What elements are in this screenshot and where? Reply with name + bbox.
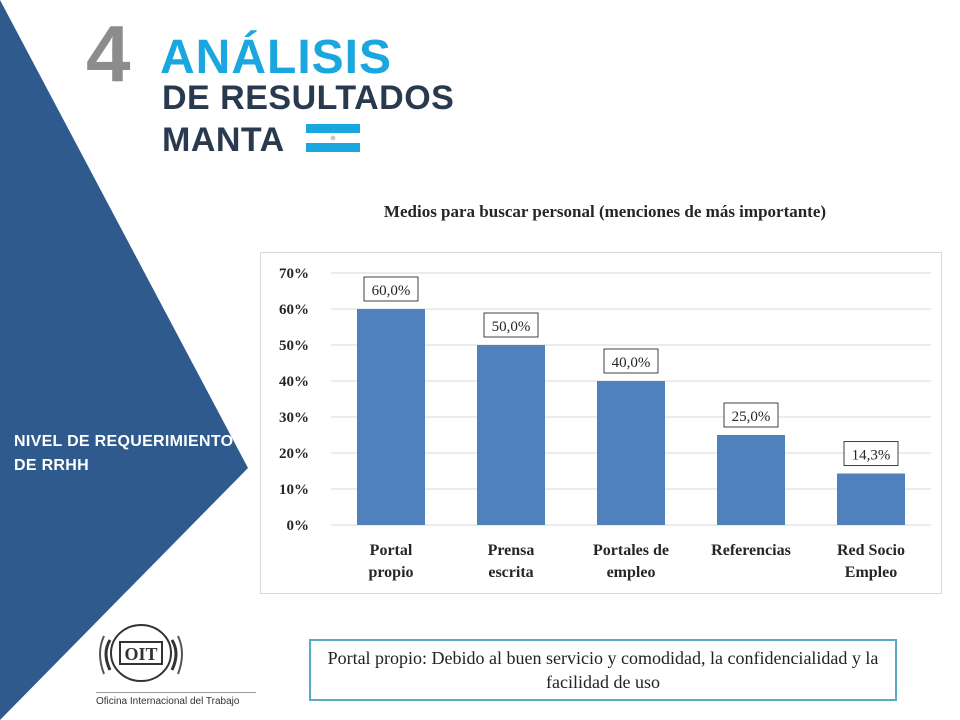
y-tick-label: 70% [279,266,309,282]
x-category-label: Empleo [845,564,897,581]
bar-chart: 0% 10% 20% 30% 40% 50% 60% 70% 60,0% Portal propio… [260,252,942,594]
sidebar-triangle [0,0,248,720]
chart-canvas: 0% 10% 20% 30% 40% 50% 60% 70% 60,0% Portal propio… [279,266,931,581]
section-number: 4 [86,9,131,98]
data-label-box [843,441,899,467]
y-tick-label: 30% [279,410,309,426]
data-label-box [363,276,419,302]
y-tick-label: 10% [279,482,309,498]
x-category-label: Portales de [593,542,669,559]
data-label: 50,0% [492,319,531,335]
data-label: 60,0% [372,283,411,299]
x-category-label: propio [368,564,413,581]
data-label: 40,0% [612,355,651,371]
page-subtitle: DE RESULTADOS [162,79,455,117]
honduras-flag-icon [306,124,360,152]
data-label: 25,0% [732,409,771,425]
x-category-label: escrita [488,564,533,581]
data-label-box [723,402,779,428]
page-title: ANÁLISIS [160,31,393,84]
oit-logo: OIT [99,624,183,682]
y-tick-label: 20% [279,446,309,462]
x-category-label: Red Socio [837,542,905,559]
data-label-box [483,312,539,338]
bar [357,309,425,525]
chart-title: Medios para buscar personal (menciones d… [383,202,827,221]
y-tick-label: 50% [279,338,309,354]
bar [597,381,665,525]
logo-caption: Oficina Internacional del Trabajo [96,696,240,707]
data-label: 14,3% [852,448,891,464]
y-tick-label: 40% [279,374,309,390]
bar [837,473,905,525]
bar [477,345,545,525]
logo-divider [96,692,256,693]
x-category-label: Portal [370,542,413,559]
x-category-label: Referencias [711,542,791,559]
x-category-label: Prensa [488,542,535,559]
y-tick-label: 60% [279,302,309,318]
bar [717,435,785,525]
note-text: Portal propio: Debido al buen servicio y… [327,648,879,692]
data-label-box [603,348,659,374]
sidebar-label: NIVEL DE REQUERIMIENTO DE RRHH [14,433,234,474]
y-tick-label: 0% [287,518,310,534]
x-category-label: empleo [607,564,656,581]
logo-letters: OIT [124,644,157,664]
city-name: MANTA [162,121,285,159]
note-box: Portal propio: Debido al buen servicio y… [309,639,897,701]
